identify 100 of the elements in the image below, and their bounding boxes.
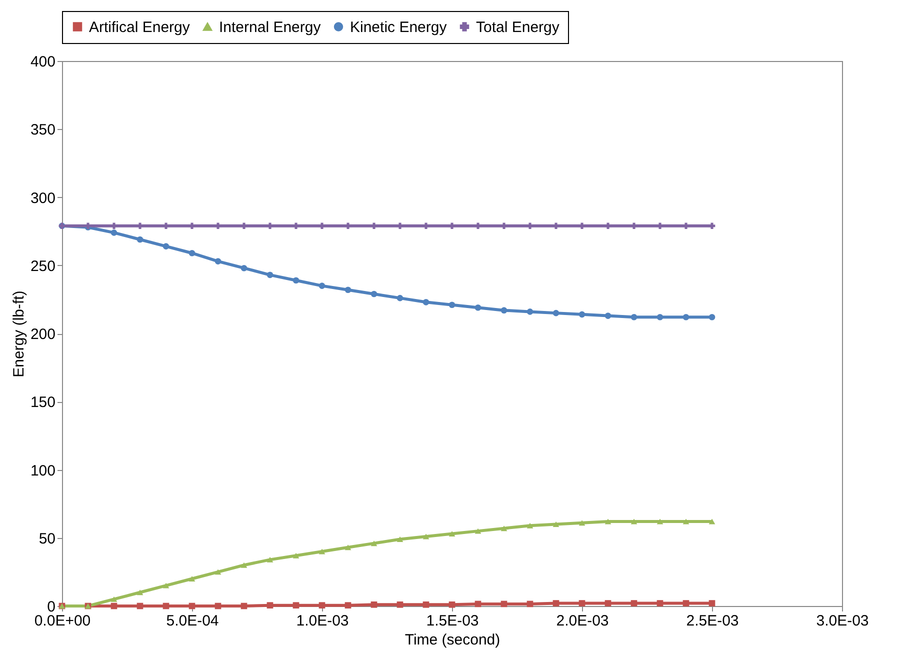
point xyxy=(422,222,430,230)
point xyxy=(422,299,430,306)
y-tick-label: 400 xyxy=(30,54,56,70)
point xyxy=(708,222,716,230)
point xyxy=(656,600,664,606)
point xyxy=(500,307,508,314)
point xyxy=(110,596,118,602)
point xyxy=(292,552,300,558)
legend-label: Artifical Energy xyxy=(89,18,190,36)
y-tick-label: 200 xyxy=(30,326,56,343)
point xyxy=(578,311,586,318)
point xyxy=(318,222,326,230)
point xyxy=(630,518,638,524)
point xyxy=(500,222,508,230)
point xyxy=(110,602,118,610)
point xyxy=(708,518,716,524)
point xyxy=(240,602,248,610)
point xyxy=(162,582,170,588)
y-axis-title: Energy (lb-ft) xyxy=(10,290,28,378)
legend-label: Total Energy xyxy=(476,18,560,36)
y-tick-label: 150 xyxy=(30,394,56,412)
point xyxy=(240,264,248,272)
point xyxy=(526,308,534,315)
point xyxy=(344,544,352,550)
point xyxy=(552,222,560,230)
point xyxy=(422,601,430,608)
point xyxy=(292,602,300,608)
point xyxy=(526,222,534,230)
point xyxy=(682,222,690,230)
point xyxy=(266,222,274,230)
point xyxy=(162,602,170,610)
point xyxy=(292,222,300,230)
point xyxy=(708,314,716,320)
point xyxy=(526,522,534,528)
y-tick-label: 100 xyxy=(30,462,56,480)
point xyxy=(474,222,482,230)
point xyxy=(474,528,482,534)
point xyxy=(578,222,586,230)
x-tick-label: 1.5E-03 xyxy=(426,612,479,630)
point xyxy=(396,601,404,608)
point xyxy=(370,290,378,298)
point xyxy=(266,602,274,608)
point xyxy=(630,222,638,230)
point xyxy=(578,600,586,606)
point xyxy=(708,600,716,606)
point xyxy=(110,230,118,236)
y-tick-label: 250 xyxy=(30,258,56,275)
point xyxy=(136,590,144,596)
point xyxy=(344,286,352,294)
point xyxy=(630,314,638,320)
x-tick-label: 3.0E-03 xyxy=(816,612,869,630)
point xyxy=(656,518,664,524)
point xyxy=(318,282,326,289)
point xyxy=(214,222,222,230)
point xyxy=(136,236,144,243)
point xyxy=(682,314,690,320)
point xyxy=(500,600,508,608)
point xyxy=(448,601,456,608)
point xyxy=(526,600,534,608)
point xyxy=(552,310,560,316)
point xyxy=(344,602,352,608)
x-tick-label: 2.5E-03 xyxy=(686,612,739,630)
point xyxy=(552,522,560,527)
point xyxy=(578,520,586,526)
y-tick-label: 350 xyxy=(30,122,56,139)
point xyxy=(162,222,170,230)
point xyxy=(370,601,378,608)
point xyxy=(266,272,274,278)
point xyxy=(500,526,508,532)
x-tick-label: 1.0E-03 xyxy=(296,612,349,630)
point xyxy=(266,556,274,562)
y-tick-label: 0 xyxy=(47,598,56,616)
x-tick-label: 0.0E+00 xyxy=(34,612,91,630)
x-tick-label: 5.0E-04 xyxy=(166,612,219,630)
point xyxy=(370,540,378,546)
point xyxy=(604,600,612,606)
point xyxy=(370,222,378,230)
point xyxy=(344,222,352,230)
point xyxy=(422,534,430,540)
point xyxy=(110,222,118,230)
point xyxy=(292,277,300,284)
point xyxy=(604,518,612,524)
point xyxy=(552,600,560,606)
point xyxy=(682,518,690,524)
point xyxy=(188,250,196,256)
point xyxy=(604,312,612,319)
point xyxy=(396,536,404,542)
point xyxy=(656,314,664,320)
point xyxy=(318,548,326,554)
point xyxy=(396,294,404,302)
point xyxy=(162,243,170,250)
y-tick-label: 50 xyxy=(38,530,56,548)
point xyxy=(240,222,248,230)
point xyxy=(136,602,144,610)
point xyxy=(214,602,222,610)
point xyxy=(474,304,482,311)
point xyxy=(656,222,664,230)
point xyxy=(214,569,222,575)
x-axis-title: Time (second) xyxy=(404,632,500,648)
legend-label: Internal Energy xyxy=(219,18,322,36)
